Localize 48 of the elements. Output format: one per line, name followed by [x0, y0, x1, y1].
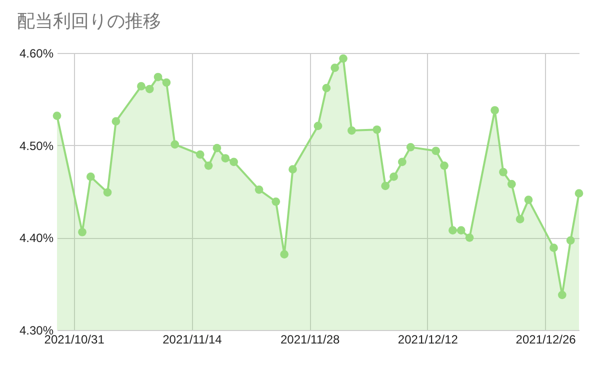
point [112, 117, 120, 126]
point [86, 172, 95, 181]
point [230, 158, 238, 166]
point [272, 197, 280, 206]
point [154, 72, 162, 82]
point [440, 161, 448, 170]
point [516, 215, 524, 224]
point [499, 168, 508, 176]
point [221, 154, 230, 162]
point [103, 188, 112, 197]
point [314, 122, 322, 130]
x-tick-label: 2021/12/12 [398, 332, 458, 346]
point [212, 144, 222, 152]
point [137, 82, 146, 90]
point [78, 228, 86, 236]
x-tick-label: 2021/11/14 [162, 332, 222, 346]
point [339, 54, 348, 63]
y-tick-label: 4.50% [19, 138, 54, 153]
point [456, 226, 466, 234]
point [372, 125, 382, 134]
point [254, 185, 264, 194]
point [490, 106, 499, 114]
point [170, 140, 180, 149]
point [550, 244, 558, 252]
point [465, 233, 474, 242]
point [390, 172, 398, 181]
x-tick-label: 2021/12/26 [516, 332, 576, 346]
x-tick-label: 2021/11/28 [280, 332, 340, 346]
point [145, 84, 154, 94]
point [381, 182, 390, 190]
point [558, 290, 566, 300]
point [322, 84, 331, 92]
y-tick-label: 4.40% [19, 231, 54, 246]
point [432, 146, 440, 156]
point [330, 64, 340, 72]
point [406, 143, 415, 152]
point [204, 161, 213, 170]
point [507, 180, 516, 188]
point [280, 250, 289, 258]
point [524, 196, 533, 204]
point [196, 150, 204, 159]
point [162, 78, 171, 87]
point [566, 236, 575, 245]
chart-title: 配当利回りの推移 [17, 11, 161, 31]
point [288, 165, 297, 174]
y-tick-label: 4.60% [19, 46, 54, 60]
point [398, 158, 406, 166]
point [52, 112, 62, 120]
